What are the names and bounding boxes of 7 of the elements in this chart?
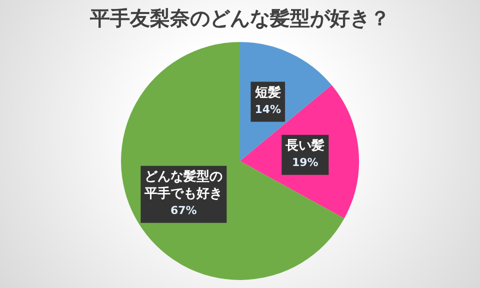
data-label: 19% [292,156,318,170]
data-label: 14% [254,103,282,116]
data-label: 67% [170,204,197,218]
chart-title: 平手友梨奈のどんな髪型が好き？ [89,6,390,30]
slice-label: 短髪 [254,84,281,101]
slice-label: 長い髪 [284,138,325,154]
slice-label: どんな髪型の平手でも好き [144,168,223,202]
